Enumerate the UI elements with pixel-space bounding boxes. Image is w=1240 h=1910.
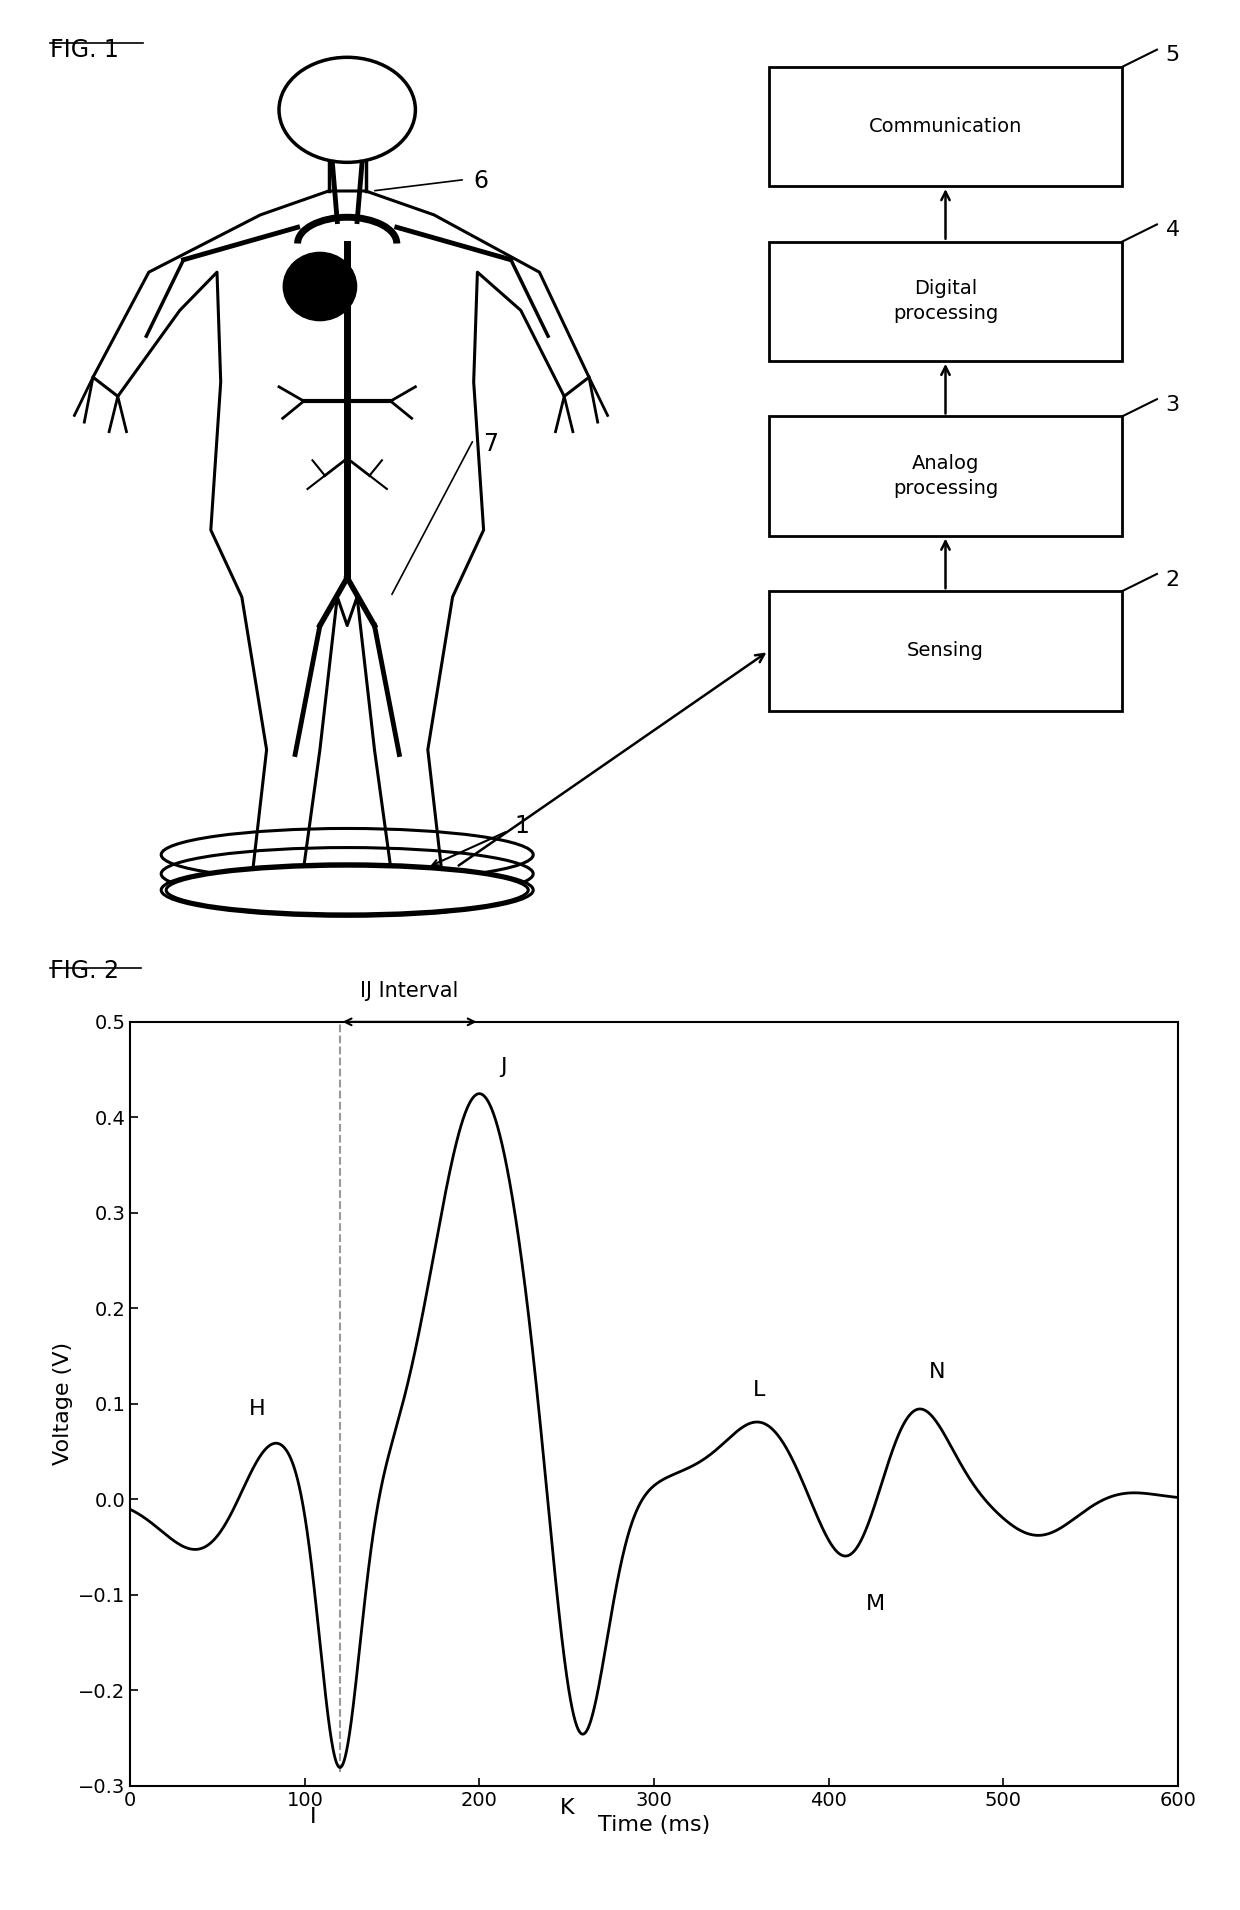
Text: IJ Interval: IJ Interval — [361, 982, 459, 1001]
Text: Analog
processing: Analog processing — [893, 455, 998, 499]
X-axis label: Time (ms): Time (ms) — [598, 1814, 711, 1836]
Ellipse shape — [166, 865, 528, 913]
Text: I: I — [310, 1807, 316, 1828]
Text: FIG. 1: FIG. 1 — [50, 38, 119, 63]
Text: J: J — [501, 1056, 507, 1077]
Text: L: L — [753, 1379, 765, 1400]
Ellipse shape — [284, 254, 356, 321]
Text: 6: 6 — [474, 170, 489, 193]
Bar — [769, 67, 1122, 187]
Text: FIG. 2: FIG. 2 — [50, 959, 119, 984]
Text: M: M — [867, 1595, 885, 1614]
Text: H: H — [249, 1398, 267, 1419]
Text: K: K — [559, 1797, 574, 1818]
Text: 3: 3 — [1166, 395, 1179, 414]
Bar — [769, 592, 1122, 711]
Text: 2: 2 — [1166, 569, 1179, 590]
Text: N: N — [929, 1362, 945, 1383]
Text: Communication: Communication — [869, 117, 1022, 136]
Text: 5: 5 — [1166, 46, 1179, 65]
Bar — [769, 241, 1122, 361]
Text: 1: 1 — [515, 814, 529, 838]
Text: Sensing: Sensing — [908, 642, 983, 661]
Bar — [769, 416, 1122, 535]
Text: 7: 7 — [484, 432, 498, 456]
Y-axis label: Voltage (V): Voltage (V) — [52, 1343, 72, 1465]
Text: Digital
processing: Digital processing — [893, 279, 998, 323]
Text: 4: 4 — [1166, 220, 1179, 241]
